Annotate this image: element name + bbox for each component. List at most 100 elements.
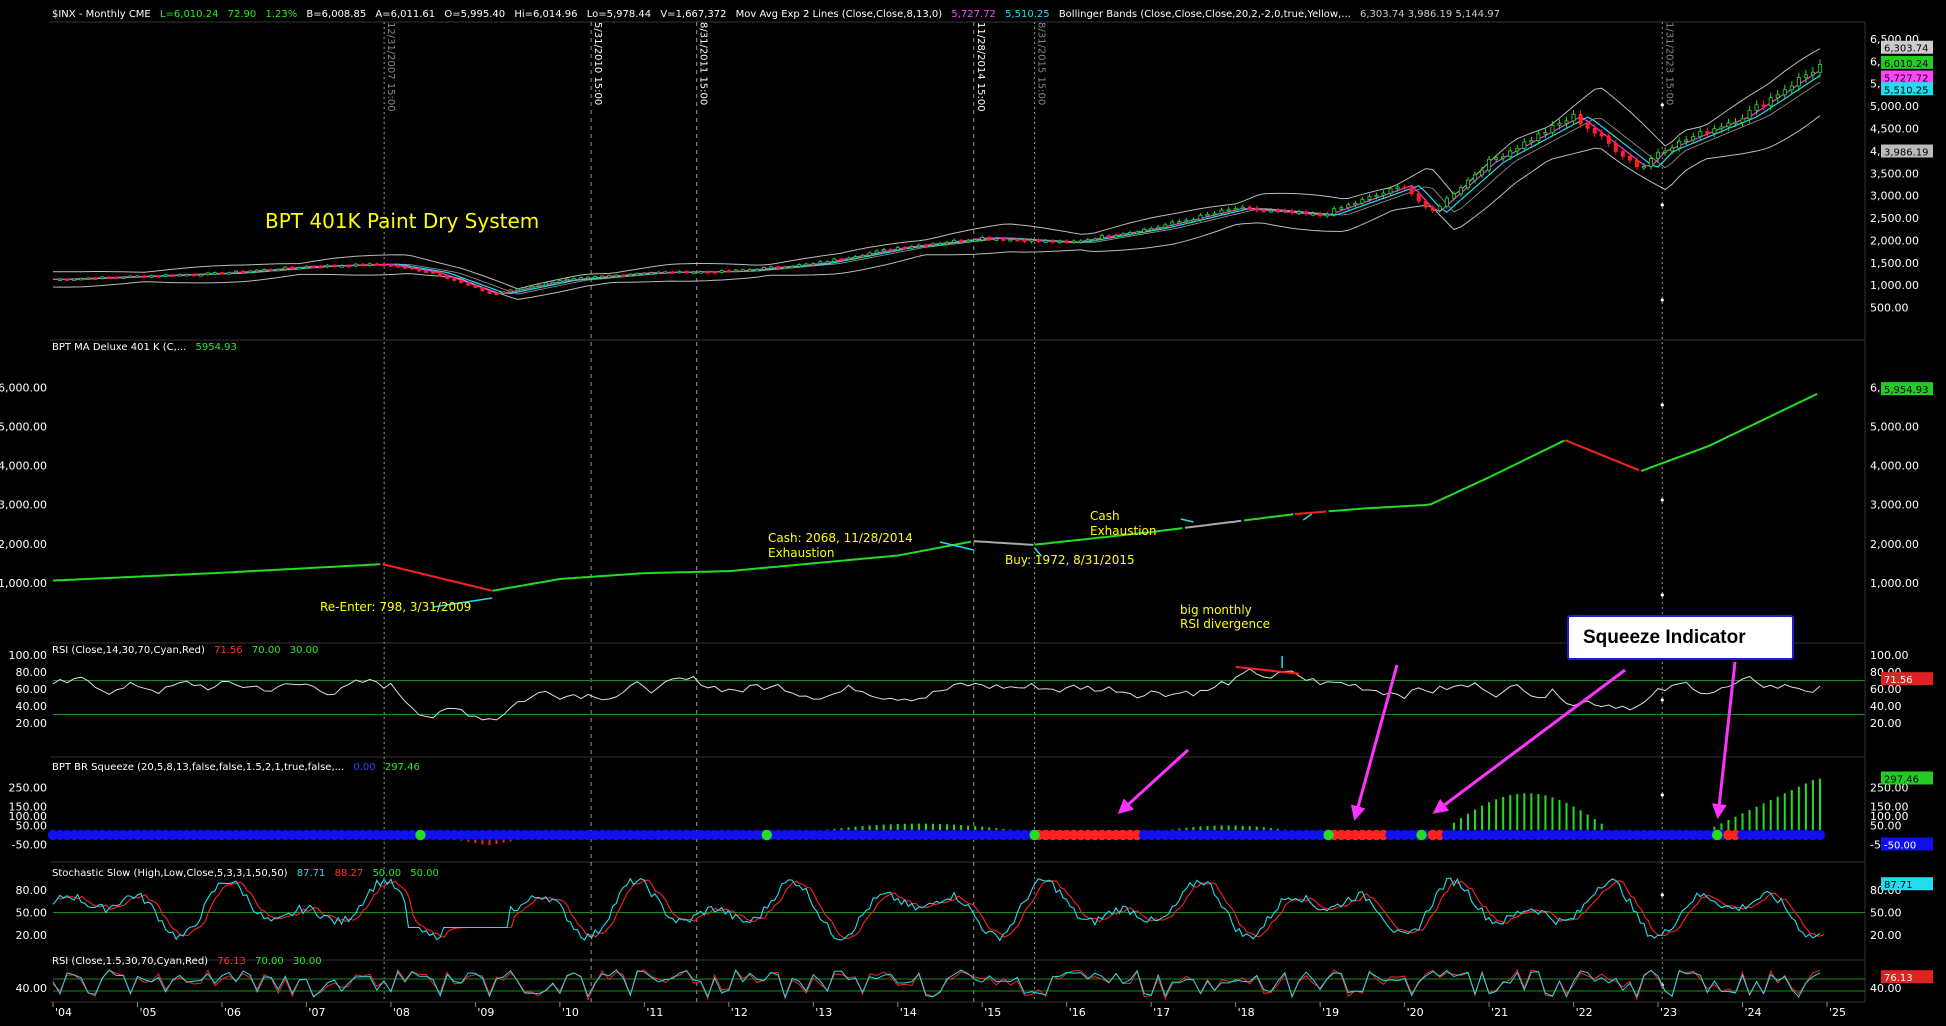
ma-line-segment bbox=[1294, 510, 1327, 516]
price-axis-tick: 2,000.00 bbox=[1870, 234, 1919, 247]
x-tick-label: '25 bbox=[1829, 1006, 1846, 1019]
candle-body bbox=[1726, 122, 1731, 128]
candle-body bbox=[747, 269, 752, 272]
ma-line-segment bbox=[973, 540, 1034, 546]
candle-body bbox=[1747, 109, 1752, 120]
symbol-label: $INX - Monthly CME bbox=[52, 9, 151, 20]
candle-body bbox=[1536, 133, 1541, 141]
marker-dot bbox=[1660, 498, 1664, 502]
candle-body bbox=[86, 277, 91, 280]
rsi2-red-line bbox=[52, 968, 1821, 1001]
bollinger-mid bbox=[53, 81, 1821, 295]
candle-body bbox=[72, 278, 77, 281]
candle-body bbox=[255, 269, 260, 273]
candle-body bbox=[867, 252, 872, 256]
stoch-slow-line bbox=[57, 879, 1825, 940]
candle-body bbox=[593, 276, 598, 279]
candle-body bbox=[1311, 213, 1316, 216]
candle-body bbox=[1113, 235, 1118, 238]
rsi2-value: 76.13 bbox=[217, 956, 246, 967]
squeeze-fire-dot bbox=[1416, 829, 1427, 841]
signal-tick bbox=[939, 541, 974, 551]
candle-body bbox=[438, 272, 443, 277]
mavg-value-2: 5,510.25 bbox=[1005, 9, 1050, 20]
candle-body bbox=[191, 274, 196, 277]
candle-body bbox=[219, 272, 224, 275]
rsi-upper-level: 70.00 bbox=[252, 645, 281, 656]
x-tick-label: '06 bbox=[224, 1006, 241, 1019]
squeeze-fire-dot bbox=[761, 829, 773, 841]
candle-body bbox=[536, 284, 541, 287]
candle-body bbox=[65, 278, 70, 281]
squeeze-bar bbox=[1516, 793, 1519, 835]
marker-dot bbox=[1660, 298, 1664, 302]
candle-body bbox=[1064, 240, 1069, 244]
candle-body bbox=[212, 272, 217, 275]
candle-body bbox=[1395, 186, 1400, 190]
candle-body bbox=[1184, 219, 1189, 223]
y-axes: 6,500.006,000.005,500.005,000.004,500.00… bbox=[0, 33, 1933, 995]
ma-panel-value: 5954.93 bbox=[196, 342, 237, 353]
candle-body bbox=[304, 265, 309, 269]
candle-body bbox=[543, 282, 548, 286]
candle-body bbox=[1198, 214, 1203, 220]
candle-body bbox=[515, 288, 520, 291]
candle-body bbox=[1423, 200, 1428, 208]
candle-body bbox=[445, 275, 450, 279]
candle-body bbox=[698, 271, 703, 274]
candle-body bbox=[1212, 212, 1217, 216]
buy-annotation: Buy: 1972, 8/31/2015 bbox=[1005, 553, 1135, 567]
rsi-axis-tick: 100.00 bbox=[1870, 649, 1909, 662]
candle-body bbox=[381, 264, 386, 267]
candle-body bbox=[1712, 128, 1717, 134]
reenter-annotation: Re-Enter: 798, 3/31/2009 bbox=[320, 600, 471, 614]
price-last-box: 6,010.24 bbox=[1884, 59, 1929, 70]
candle-body bbox=[564, 278, 569, 282]
candle-body bbox=[508, 289, 513, 293]
candle-body bbox=[205, 272, 210, 276]
rsi2-value-box: 76.13 bbox=[1884, 973, 1913, 984]
candle-body bbox=[825, 261, 830, 264]
candle-body bbox=[501, 291, 506, 294]
candle-body bbox=[571, 278, 576, 281]
candle-body bbox=[860, 255, 865, 258]
rsi-lower-level: 30.00 bbox=[290, 645, 319, 656]
candle-body bbox=[1374, 194, 1379, 198]
candle-body bbox=[853, 256, 858, 259]
squeeze-bar bbox=[1755, 806, 1758, 835]
squeeze-bar bbox=[1811, 780, 1814, 835]
candle-body bbox=[1733, 121, 1738, 125]
candle-body bbox=[1001, 238, 1006, 241]
candle-body bbox=[712, 271, 717, 274]
squeeze-bar bbox=[903, 823, 906, 835]
candle-body bbox=[1409, 186, 1414, 195]
x-tick-label: '23 bbox=[1660, 1006, 1677, 1019]
candle-body bbox=[1606, 135, 1611, 144]
candle-body bbox=[311, 265, 316, 269]
squeeze-left-axis-tick: -50.00 bbox=[12, 839, 47, 852]
candle-body bbox=[987, 237, 992, 240]
candle-body bbox=[417, 268, 422, 272]
vertical-marker-label: 12/31/2007 15:00 bbox=[385, 22, 396, 112]
squeeze-bar bbox=[1804, 783, 1807, 835]
x-axis: '04 '05 '06 '07 '08 '09 '10 '11 '12 '13 '14 '15 '16 '… bbox=[52, 1002, 1846, 1019]
candle-body bbox=[691, 271, 696, 275]
squeeze-bar bbox=[1572, 806, 1575, 835]
candle-body bbox=[1402, 186, 1407, 189]
marker-dot bbox=[1660, 593, 1664, 597]
ema-8-line bbox=[53, 69, 1821, 295]
candle-body bbox=[762, 267, 767, 270]
candle-body bbox=[156, 275, 161, 278]
magenta-arrows bbox=[1117, 661, 1737, 821]
stoch-value-box: 87.71 bbox=[1884, 880, 1913, 891]
candle-body bbox=[930, 243, 935, 246]
rsi-line bbox=[52, 668, 1821, 721]
price-axis-tick: 3,500.00 bbox=[1870, 167, 1919, 180]
rsi-left-axis-tick: 40.00 bbox=[16, 700, 48, 713]
squeeze-bar bbox=[1593, 819, 1596, 835]
candle-body bbox=[1522, 141, 1527, 149]
squeeze-bar bbox=[1558, 799, 1561, 835]
squeeze-value-box-box bbox=[1881, 771, 1933, 785]
candle-body bbox=[1705, 131, 1710, 134]
